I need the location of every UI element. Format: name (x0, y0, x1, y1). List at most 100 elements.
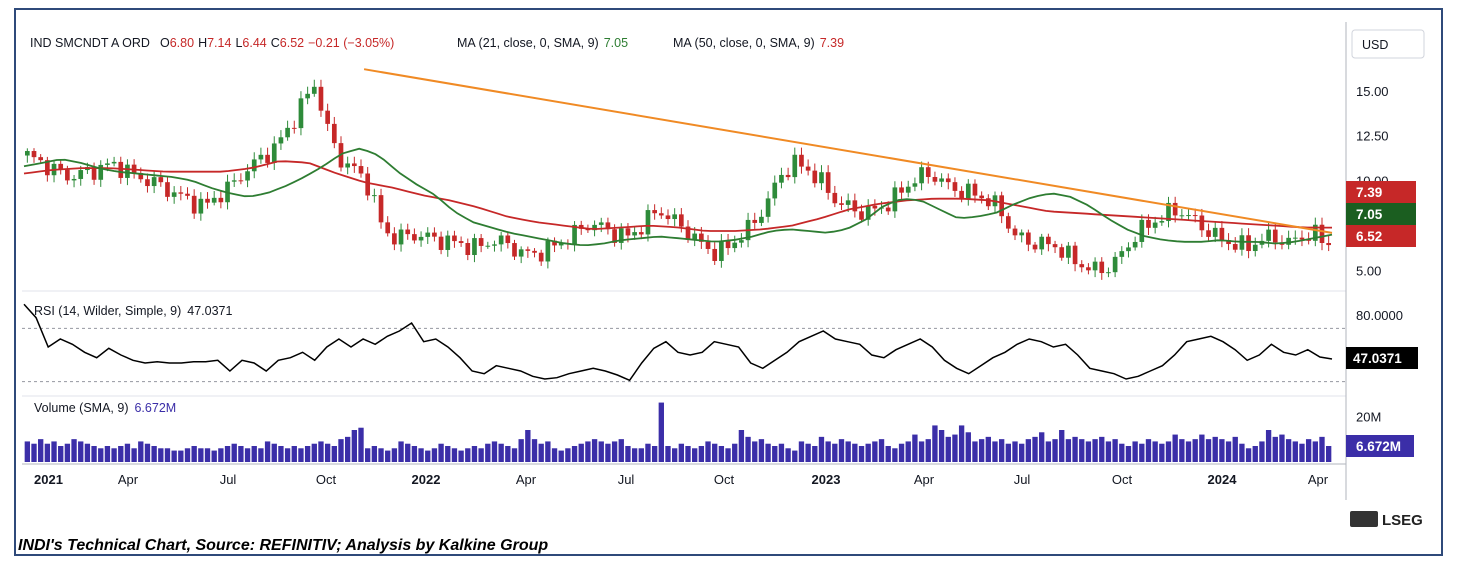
time-tick-label: 2024 (1208, 472, 1238, 487)
time-tick-label: Oct (1112, 472, 1133, 487)
candle-body (498, 235, 504, 245)
candle-body (1206, 230, 1211, 237)
volume-bar (712, 443, 718, 462)
candle-body (291, 127, 297, 129)
volume-bar (571, 446, 578, 462)
volume-bar (732, 443, 738, 462)
candle-body (1012, 228, 1018, 236)
lseg-logo: LSEG (1350, 511, 1423, 529)
volume-bar (458, 450, 464, 462)
volume-bar (1285, 439, 1292, 462)
volume-bar (1065, 439, 1072, 462)
candle-body (38, 157, 44, 161)
volume-bar (164, 448, 171, 462)
volume-bar (1305, 439, 1312, 462)
volume-bar (398, 441, 404, 462)
candle-body (78, 170, 84, 179)
volume-bar (578, 443, 584, 462)
candle-body (1272, 229, 1278, 243)
volume-bar (1185, 441, 1192, 462)
header-low-label: L (235, 36, 242, 50)
volume-bar (952, 434, 958, 462)
candle-body (625, 228, 631, 236)
volume-bar (211, 450, 217, 462)
volume-bar (685, 446, 691, 462)
candle-body (1299, 237, 1305, 240)
volume-bar (692, 448, 698, 462)
trendline (363, 68, 1333, 234)
volume-bar (78, 441, 84, 462)
volume-bar (878, 439, 885, 462)
candle-body (552, 240, 557, 246)
candle-body (111, 161, 117, 164)
volume-bar (898, 443, 905, 462)
candle-body (685, 226, 691, 240)
volume-bar (598, 441, 604, 462)
volume-bar (972, 441, 978, 462)
volume-bar (832, 443, 838, 462)
volume-bar (825, 441, 831, 462)
candle-body (605, 222, 611, 230)
volume-bar (371, 446, 378, 462)
candle-body (865, 205, 871, 220)
volume-bar (1325, 446, 1332, 462)
volume-bar (738, 430, 745, 462)
volume-bar (1005, 443, 1012, 462)
candle-body (925, 167, 931, 177)
lseg-logo-mark (1350, 511, 1378, 527)
volume-bar (1152, 441, 1158, 462)
currency-button[interactable] (1351, 29, 1425, 59)
volume-bar (31, 443, 37, 462)
volume-bar (1272, 436, 1278, 462)
candle-body (412, 234, 417, 241)
volume-bar (705, 441, 711, 462)
time-tick-label: Apr (1308, 472, 1329, 487)
candle-body (238, 180, 244, 182)
rsi-pane[interactable] (22, 303, 1346, 383)
volume-bar (558, 450, 564, 462)
candle-body (445, 235, 451, 250)
candle-body (665, 215, 671, 220)
volume-bar (1145, 439, 1152, 462)
header-high-value: 7.14 (207, 36, 231, 50)
candle-body (231, 180, 237, 182)
price-pane[interactable] (23, 68, 1333, 280)
candle-body (732, 242, 738, 249)
volume-bar (1105, 441, 1112, 462)
volume-bar (1279, 434, 1285, 462)
ma50-legend: MA (50, close, 0, SMA, 9) 7.39 (673, 36, 844, 50)
volume-bar (525, 430, 531, 462)
volume-bar (1292, 441, 1298, 462)
volume-pane[interactable] (24, 402, 1332, 462)
volume-bar (331, 446, 337, 462)
candle-body (612, 229, 617, 243)
volume-badge-value: 6.672M (1356, 439, 1401, 454)
volume-bar (278, 446, 284, 462)
volume-bar (338, 439, 344, 462)
volume-bar (858, 446, 865, 462)
volume-bar (38, 439, 44, 462)
candle-body (251, 159, 257, 172)
volume-bar (1119, 443, 1125, 462)
time-tick-label: Oct (316, 472, 337, 487)
candle-body (1086, 267, 1091, 271)
volume-bar (1179, 439, 1185, 462)
volume-bar (1099, 436, 1105, 462)
candle-body (165, 182, 170, 197)
volume-bar (1172, 434, 1178, 462)
volume-bar (318, 441, 324, 462)
header-close-label: C (271, 36, 280, 50)
time-tick-label: Oct (714, 472, 735, 487)
candle-body (1046, 236, 1051, 245)
candle-body (805, 166, 811, 171)
close-badge-value: 6.52 (1356, 229, 1382, 244)
volume-bar (838, 439, 845, 462)
candle-body (145, 179, 150, 187)
volume-legend: Volume (SMA, 9) 6.672M (34, 401, 176, 415)
candle-body (825, 172, 831, 193)
header-high-label: H (198, 36, 207, 50)
volume-bar (498, 443, 504, 462)
time-tick-label: 2023 (812, 472, 841, 487)
candle-body (118, 161, 124, 178)
